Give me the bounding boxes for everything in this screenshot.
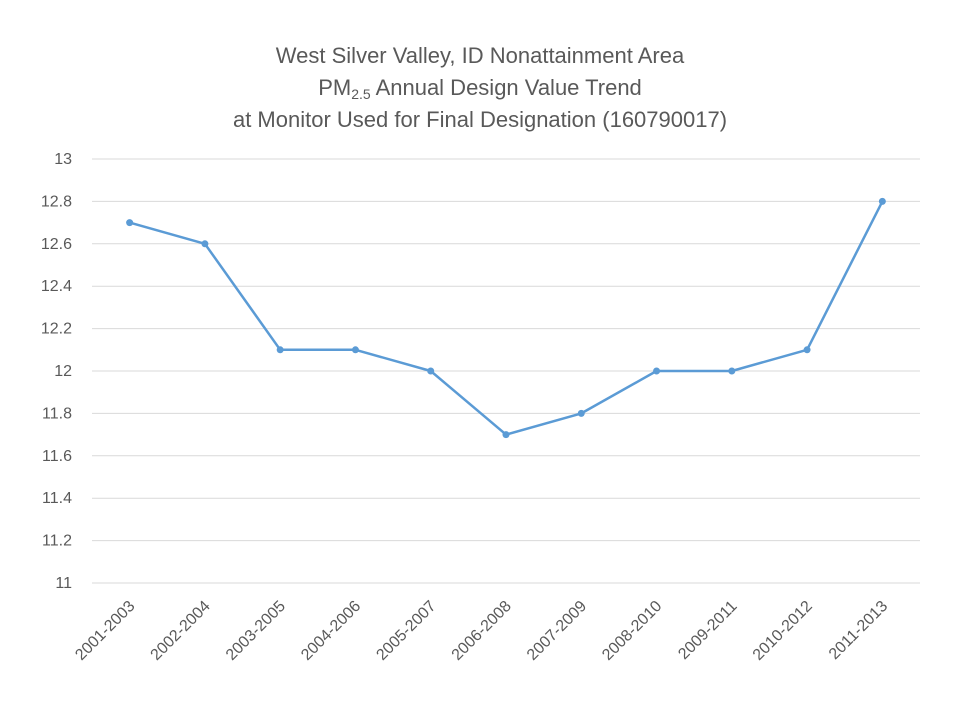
y-tick-label: 13 — [54, 151, 72, 168]
x-tick-label: 2008-2010 — [599, 598, 665, 664]
x-tick-label: 2002-2004 — [148, 598, 214, 664]
x-tick-label: 2007-2009 — [524, 598, 590, 664]
data-point — [201, 240, 209, 248]
chart-title-pm: PM — [318, 75, 352, 100]
x-tick-label: 2001-2003 — [72, 598, 138, 664]
chart-title-line-2: PM2.5 Annual Design Value Trend — [0, 72, 960, 104]
y-tick-label: 11.4 — [42, 490, 72, 507]
chart-title-subscript: 2.5 — [351, 86, 371, 102]
y-tick-label: 12.6 — [41, 236, 72, 253]
x-tick-label: 2011-2013 — [826, 598, 891, 663]
data-point — [126, 219, 134, 227]
y-tick-label: 12.8 — [41, 193, 72, 210]
chart-title-line-2-rest: Annual Design Value Trend — [370, 75, 642, 100]
series-line — [128, 200, 884, 436]
y-tick-label: 11.8 — [42, 405, 72, 422]
x-tick-label: 2010-2012 — [750, 598, 816, 664]
data-point — [803, 346, 811, 354]
y-tick-label: 11.6 — [42, 448, 72, 465]
y-tick-label: 12.2 — [41, 321, 72, 338]
data-point — [878, 197, 886, 205]
chart-title-line-3: at Monitor Used for Final Designation (1… — [232, 107, 728, 132]
data-point — [577, 409, 585, 417]
x-tick-label: 2009-2011 — [675, 598, 740, 663]
x-tick-label: 2006-2008 — [449, 598, 515, 664]
x-tick-label: 2005-2007 — [373, 598, 439, 664]
y-tick-label: 12.4 — [41, 278, 72, 295]
chart-title: West Silver Valley, ID Nonattainment Are… — [0, 40, 960, 136]
data-point — [728, 367, 736, 375]
x-tick-label: 2004-2006 — [298, 598, 364, 664]
data-point — [502, 431, 510, 439]
data-point — [653, 367, 661, 375]
x-axis-ticks: 2001-2003 2002-2004 2003-2005 2004-2006 2005… — [72, 598, 891, 664]
y-tick-label: 12 — [54, 363, 72, 380]
data-point — [351, 346, 359, 354]
y-axis-ticks: 11 11.2 11.4 11.6 11.8 12 12.2 12.4 12.6 12.8 13 — [41, 151, 72, 592]
x-tick-label: 2003-2005 — [223, 598, 289, 664]
data-point — [427, 367, 435, 375]
y-tick-label: 11.2 — [42, 533, 72, 550]
y-tick-label: 11 — [55, 575, 72, 592]
series — [126, 197, 886, 439]
data-point — [276, 346, 284, 354]
gridlines — [92, 158, 920, 584]
chart-title-line-1: West Silver Valley, ID Nonattainment Are… — [275, 43, 685, 68]
